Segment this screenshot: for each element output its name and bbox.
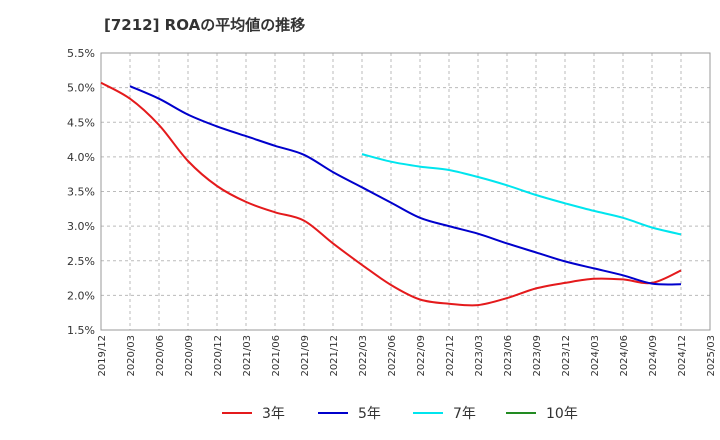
x-tick-label: 2021/09 (300, 335, 311, 377)
x-tick-label: 2024/12 (677, 335, 688, 377)
x-tick-label: 2020/03 (126, 335, 137, 377)
x-tick-label: 2023/03 (474, 335, 485, 377)
y-tick-label: 4.5% (67, 116, 95, 129)
y-tick-label: 1.5% (67, 324, 95, 337)
y-tick-label: 5.0% (67, 82, 95, 95)
x-tick-label: 2020/09 (184, 335, 195, 377)
x-tick-label: 2022/09 (416, 335, 427, 377)
series-line-0 (100, 81, 682, 307)
x-tick-label: 2024/06 (619, 335, 630, 377)
x-tick-label: 2023/12 (561, 335, 572, 377)
x-tick-label: 2022/06 (387, 335, 398, 377)
x-tick-label: 2024/09 (648, 335, 659, 377)
plot-frame (100, 52, 711, 331)
x-tick-label: 2024/03 (590, 335, 601, 377)
x-tick-label: 2020/06 (155, 335, 166, 377)
legend-label-0: 3年 (262, 406, 285, 422)
y-tick-label: 5.5% (67, 47, 95, 60)
x-tick-label: 2021/12 (329, 335, 340, 377)
x-tick-label: 2021/06 (271, 335, 282, 377)
y-tick-label: 4.0% (67, 151, 95, 164)
x-tick-label: 2019/12 (97, 335, 108, 377)
legend-label-3: 10年 (546, 406, 578, 422)
x-tick-label: 2022/12 (445, 335, 456, 377)
series-line-2 (361, 153, 682, 236)
series-line-1 (129, 85, 682, 286)
y-tick-label: 3.5% (67, 186, 95, 199)
x-tick-label: 2023/06 (503, 335, 514, 377)
legend-label-2: 7年 (453, 406, 476, 422)
x-tick-label: 2023/09 (532, 335, 543, 377)
legend-label-1: 5年 (358, 406, 381, 422)
x-tick-label: 2021/03 (242, 335, 253, 377)
y-tick-label: 3.0% (67, 220, 95, 233)
x-tick-label: 2022/03 (358, 335, 369, 377)
y-tick-label: 2.5% (67, 255, 95, 268)
x-tick-label: 2020/12 (213, 335, 224, 377)
y-tick-label: 2.0% (67, 289, 95, 302)
x-tick-label: 2025/03 (706, 335, 717, 377)
chart-title: [7212] ROAの平均値の推移 (104, 16, 306, 34)
